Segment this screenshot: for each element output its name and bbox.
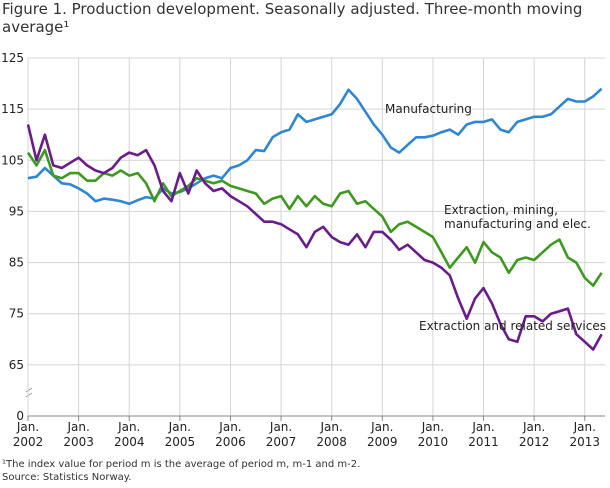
x-tick-label-line: Jan.: [218, 420, 241, 434]
x-tick-label: Jan. 2002: [13, 420, 44, 449]
x-tick-label: Jan. 2010: [418, 420, 449, 449]
x-tick-label: Jan. 2007: [266, 420, 297, 449]
y-tick-label: 75: [9, 307, 24, 321]
x-tick-label-line: Jan.: [16, 420, 39, 434]
x-tick-label-line: 2013: [569, 435, 600, 449]
x-tick-label: Jan. 2008: [316, 420, 347, 449]
axis-break: [25, 387, 33, 398]
x-tick-label: Jan. 2011: [468, 420, 499, 449]
x-tick-label-line: Jan.: [320, 420, 343, 434]
y-tick-label: 115: [1, 102, 24, 116]
source: Source: Statistics Norway.: [2, 472, 132, 483]
x-tick-label-line: 2008: [316, 435, 347, 449]
y-tick-label: 0: [16, 409, 24, 423]
x-tick-label: Jan. 2013: [569, 420, 600, 449]
x-tick-label-line: 2006: [215, 435, 246, 449]
x-tick-label-line: Jan.: [269, 420, 292, 434]
legend-label: Manufacturing: [385, 102, 472, 116]
x-tick-label-line: Jan.: [522, 420, 545, 434]
x-tick-label-line: Jan.: [573, 420, 596, 434]
x-tick-label-line: 2009: [367, 435, 398, 449]
x-tick-label-line: 2012: [519, 435, 550, 449]
footnote: ¹The index value for period m is the ave…: [2, 459, 361, 470]
line: [26, 124, 603, 351]
y-tick-label: 105: [1, 153, 24, 167]
x-tick-label-line: 2003: [63, 435, 94, 449]
x-tick-label: Jan. 2003: [63, 420, 94, 449]
x-tick-label: Jan. 2005: [165, 420, 196, 449]
x-tick-label-line: 2011: [468, 435, 499, 449]
x-tick-label-line: 2007: [266, 435, 297, 449]
line: [27, 87, 603, 206]
x-tick-label-line: Jan.: [168, 420, 191, 434]
notes: ¹The index value for period m is the ave…: [2, 458, 360, 484]
x-tick-label: Jan. 2006: [215, 420, 246, 449]
x-tick-label: Jan. 2004: [114, 420, 145, 449]
legend-label: Extraction, mining, manufacturing and el…: [444, 203, 591, 231]
line: [26, 148, 603, 287]
x-tick-label-line: 2002: [13, 435, 44, 449]
y-tick-label: 125: [1, 51, 24, 65]
x-tick-label-line: Jan.: [370, 420, 393, 434]
x-tick-label-line: 2010: [418, 435, 449, 449]
x-tick-label-line: 2004: [114, 435, 145, 449]
x-tick-label-line: Jan.: [117, 420, 140, 434]
chart-title: Figure 1. Production development. Season…: [2, 0, 583, 36]
x-tick-label-line: Jan.: [66, 420, 89, 434]
x-tick-label: Jan. 2012: [519, 420, 550, 449]
legend-label: Extraction and related services: [419, 319, 606, 333]
x-tick-label-line: Jan.: [471, 420, 494, 434]
y-tick-label: 95: [9, 204, 24, 218]
x-tick-label-line: 2005: [165, 435, 196, 449]
y-tick-label: 65: [9, 358, 24, 372]
x-tick-label: Jan. 2009: [367, 420, 398, 449]
y-tick-label: 85: [9, 256, 24, 270]
x-tick-label-line: Jan.: [421, 420, 444, 434]
